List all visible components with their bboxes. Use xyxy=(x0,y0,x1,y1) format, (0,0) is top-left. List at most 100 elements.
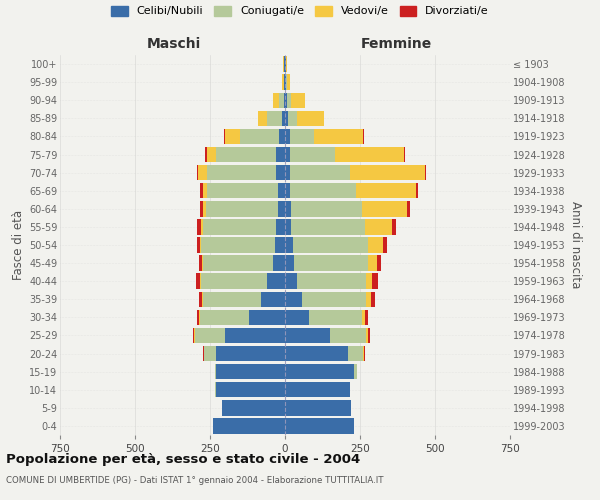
Bar xyxy=(288,110,297,126)
Bar xyxy=(293,238,367,252)
Bar xyxy=(330,328,366,343)
Bar xyxy=(314,128,363,144)
Bar xyxy=(354,364,357,380)
Bar xyxy=(285,147,290,162)
Bar xyxy=(377,256,381,271)
Bar xyxy=(201,238,275,252)
Bar xyxy=(294,256,367,271)
Bar xyxy=(365,219,392,234)
Bar xyxy=(276,219,285,234)
Bar xyxy=(361,310,365,325)
Bar xyxy=(355,183,415,198)
Bar xyxy=(197,238,199,252)
Bar xyxy=(222,400,285,415)
Bar xyxy=(199,292,202,307)
Bar xyxy=(216,346,285,362)
Bar xyxy=(282,110,285,126)
Bar xyxy=(286,56,287,72)
Bar xyxy=(291,92,305,108)
Bar xyxy=(285,238,293,252)
Bar xyxy=(276,165,285,180)
Bar xyxy=(203,256,273,271)
Bar xyxy=(291,201,361,216)
Bar xyxy=(392,219,396,234)
Bar xyxy=(202,292,203,307)
Bar xyxy=(216,147,276,162)
Bar xyxy=(225,328,285,343)
Bar xyxy=(284,56,285,72)
Bar xyxy=(200,274,201,289)
Text: COMUNE DI UMBERTIDE (PG) - Dati ISTAT 1° gennaio 2004 - Elaborazione TUTTITALIA.: COMUNE DI UMBERTIDE (PG) - Dati ISTAT 1°… xyxy=(6,476,383,485)
Bar xyxy=(267,274,285,289)
Bar xyxy=(276,147,285,162)
Bar xyxy=(383,238,387,252)
Bar xyxy=(201,219,203,234)
Bar xyxy=(290,128,314,144)
Bar xyxy=(291,219,365,234)
Bar xyxy=(215,382,216,398)
Bar xyxy=(203,346,204,362)
Bar xyxy=(216,364,285,380)
Bar xyxy=(285,183,290,198)
Bar xyxy=(287,74,290,90)
Bar xyxy=(285,274,297,289)
Bar xyxy=(216,382,285,398)
Bar xyxy=(225,128,240,144)
Bar xyxy=(371,292,375,307)
Bar xyxy=(204,346,216,362)
Bar xyxy=(415,183,418,198)
Bar xyxy=(302,292,366,307)
Bar xyxy=(285,418,354,434)
Bar xyxy=(273,92,279,108)
Bar xyxy=(249,310,285,325)
Bar xyxy=(284,74,285,90)
Bar xyxy=(285,110,288,126)
Bar xyxy=(198,165,207,180)
Bar xyxy=(285,310,309,325)
Bar xyxy=(202,256,203,271)
Bar xyxy=(197,219,201,234)
Bar xyxy=(287,92,291,108)
Bar xyxy=(279,128,285,144)
Bar xyxy=(207,165,276,180)
Bar xyxy=(367,328,370,343)
Bar xyxy=(261,292,285,307)
Text: Maschi: Maschi xyxy=(147,38,201,52)
Bar xyxy=(277,183,285,198)
Bar xyxy=(207,183,277,198)
Bar xyxy=(193,328,194,343)
Bar xyxy=(267,110,282,126)
Bar xyxy=(285,400,351,415)
Bar xyxy=(201,274,267,289)
Y-axis label: Fasce di età: Fasce di età xyxy=(11,210,25,280)
Bar xyxy=(282,74,284,90)
Bar xyxy=(286,74,287,90)
Bar xyxy=(335,147,404,162)
Bar xyxy=(285,219,291,234)
Bar xyxy=(279,92,284,108)
Bar xyxy=(283,56,284,72)
Bar xyxy=(363,346,364,362)
Bar xyxy=(290,165,349,180)
Bar xyxy=(365,310,367,325)
Bar xyxy=(285,201,291,216)
Bar xyxy=(285,256,294,271)
Bar xyxy=(285,328,330,343)
Bar xyxy=(407,201,409,216)
Bar xyxy=(203,219,276,234)
Bar xyxy=(349,165,425,180)
Bar xyxy=(197,310,199,325)
Bar xyxy=(285,364,354,380)
Legend: Celibi/Nubili, Coniugati/e, Vedovi/e, Divorziati/e: Celibi/Nubili, Coniugati/e, Vedovi/e, Di… xyxy=(111,6,489,16)
Bar xyxy=(364,346,365,362)
Bar xyxy=(297,110,324,126)
Bar xyxy=(199,310,249,325)
Bar xyxy=(367,238,383,252)
Bar xyxy=(285,292,302,307)
Bar xyxy=(196,274,200,289)
Bar xyxy=(425,165,426,180)
Bar xyxy=(203,201,205,216)
Bar xyxy=(277,201,285,216)
Bar xyxy=(285,56,286,72)
Bar xyxy=(290,147,335,162)
